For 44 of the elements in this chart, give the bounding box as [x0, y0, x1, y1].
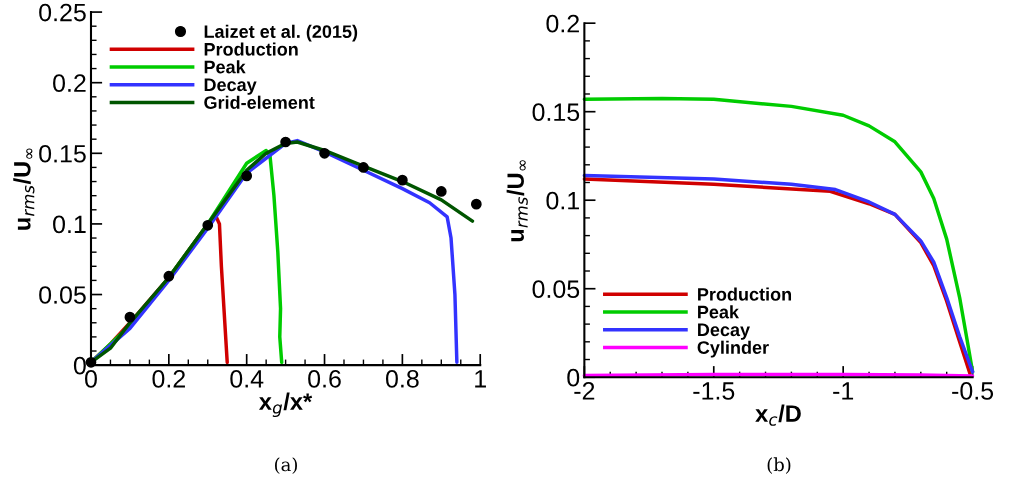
y-tick-label: 0.1 — [53, 215, 86, 234]
point — [163, 270, 175, 282]
y-tick-label: 0.2 — [546, 14, 579, 33]
point — [319, 147, 330, 159]
legend-label: Production — [204, 42, 298, 56]
y-tick-label: 0.1 — [546, 191, 579, 210]
point — [358, 162, 369, 173]
point — [397, 174, 408, 186]
y-tick-label: 0 — [73, 356, 86, 375]
y-tick-label: 0.05 — [39, 286, 86, 304]
legend-label: Peak — [204, 60, 246, 74]
point — [124, 311, 136, 323]
legend-label: Decay — [698, 323, 750, 340]
legend-label: Peak — [698, 305, 740, 319]
legend-label: Laizet et al. (2015) — [204, 24, 358, 42]
x-tick-label: 0.4 — [230, 369, 264, 388]
legend-label: Cylinder — [697, 340, 769, 358]
legend-label: Decay — [204, 78, 257, 95]
text: (b) — [767, 457, 791, 474]
legend-label: Grid-element — [204, 95, 315, 109]
x-axis-title: x$_{g}$/x* — [258, 392, 313, 418]
point — [85, 356, 97, 368]
y-axis-title: u$_{rms}$/U$_{∞}$ — [506, 160, 528, 242]
point — [470, 198, 482, 210]
y-tick-label: 0.2 — [53, 74, 86, 92]
text: (a) — [275, 457, 297, 474]
x-tick-label: -0.5 — [952, 382, 994, 400]
x-tick-label: 0.6 — [308, 369, 341, 388]
y-tick-label: 0.25 — [39, 3, 86, 22]
y-tick-label: 0.15 — [532, 103, 580, 121]
point — [202, 219, 214, 231]
point — [435, 186, 447, 197]
point — [241, 170, 253, 182]
x-tick-label: -1.5 — [693, 382, 735, 400]
x-tick-label: 1 — [475, 370, 486, 388]
y-tick-label: 0.15 — [39, 144, 86, 163]
x-axis-title: x$_{c}$/D — [755, 404, 801, 426]
y-axis-title: u$_{rms}$/U$_{∞}$ — [13, 148, 35, 230]
y-tick-label: 0.05 — [532, 280, 580, 299]
x-tick-label: -1 — [833, 382, 854, 400]
legend-label: Production — [698, 287, 792, 301]
point — [280, 136, 291, 148]
x-tick-label: 0.8 — [385, 369, 419, 388]
x-tick-label: 0.2 — [152, 369, 185, 388]
